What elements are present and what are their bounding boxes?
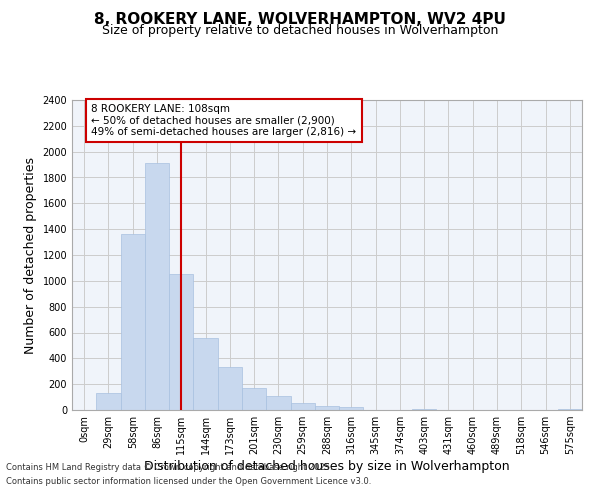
Bar [169, 274, 193, 410]
X-axis label: Distribution of detached houses by size in Wolverhampton: Distribution of detached houses by size … [144, 460, 510, 473]
Bar [412, 408, 436, 410]
Bar [290, 403, 315, 410]
Bar [193, 338, 218, 410]
Bar [315, 406, 339, 410]
Y-axis label: Number of detached properties: Number of detached properties [24, 156, 37, 354]
Bar [266, 396, 290, 410]
Bar [96, 393, 121, 410]
Text: Contains HM Land Registry data © Crown copyright and database right 2025.: Contains HM Land Registry data © Crown c… [6, 464, 332, 472]
Bar [558, 408, 582, 410]
Bar [121, 234, 145, 410]
Bar [242, 388, 266, 410]
Text: 8 ROOKERY LANE: 108sqm
← 50% of detached houses are smaller (2,900)
49% of semi-: 8 ROOKERY LANE: 108sqm ← 50% of detached… [91, 104, 356, 137]
Text: 8, ROOKERY LANE, WOLVERHAMPTON, WV2 4PU: 8, ROOKERY LANE, WOLVERHAMPTON, WV2 4PU [94, 12, 506, 28]
Bar [218, 368, 242, 410]
Text: Size of property relative to detached houses in Wolverhampton: Size of property relative to detached ho… [102, 24, 498, 37]
Text: Contains public sector information licensed under the Open Government Licence v3: Contains public sector information licen… [6, 477, 371, 486]
Bar [339, 408, 364, 410]
Bar [145, 164, 169, 410]
